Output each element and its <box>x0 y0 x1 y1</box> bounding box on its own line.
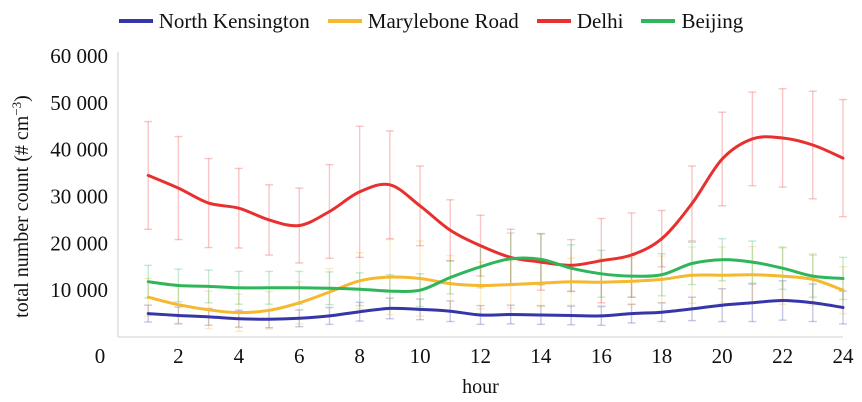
x-tick-label: 14 <box>530 344 552 368</box>
y-tick-label: 20 000 <box>50 231 108 255</box>
legend-item-beijing: Beijing <box>641 9 743 34</box>
x-tick-label: 18 <box>651 344 672 368</box>
legend-swatch <box>641 19 676 23</box>
beijing-line <box>146 256 845 294</box>
x-tick-label: 20 <box>712 344 733 368</box>
series-lines <box>146 135 845 321</box>
legend-item-north-kensington: North Kensington <box>118 8 310 34</box>
x-tick-label: 2 <box>173 344 184 368</box>
y-tick-label: 40 000 <box>50 138 108 162</box>
north-kensington-line <box>146 298 845 321</box>
error-bars <box>144 88 847 333</box>
y-tick-label: 10 000 <box>50 278 108 302</box>
y-axis-label-text: total number count (# cm <box>11 115 33 318</box>
legend-label: Beijing <box>681 8 744 33</box>
legend-label: Marylebone Road <box>367 8 519 33</box>
legend-swatch <box>536 19 571 23</box>
x-tick-label: 4 <box>234 344 245 368</box>
legend-item-marylebone-road: Marylebone Road <box>327 8 519 34</box>
x-tick-label: 0 <box>95 344 106 368</box>
x-tick-label: 24 <box>833 344 855 368</box>
x-axis-label: hour <box>462 376 499 398</box>
legend: North Kensington Marylebone Road Delhi Beij… <box>0 6 862 36</box>
x-tick-label: 16 <box>591 344 612 368</box>
x-tick-label: 8 <box>354 344 365 368</box>
y-tick-labels: 10 000 20 000 30 000 40 000 50 000 60 000 <box>50 44 108 302</box>
y-axis-label-exponent: −3 <box>9 102 24 116</box>
legend-item-delhi: Delhi <box>536 8 624 34</box>
delhi-line <box>146 135 845 267</box>
x-tick-label: 10 <box>410 344 431 368</box>
x-tick-label: 6 <box>294 344 305 368</box>
legend-swatch <box>327 19 362 23</box>
legend-swatch <box>118 19 153 23</box>
x-tick-label: 22 <box>772 344 793 368</box>
x-tick-label: 12 <box>470 344 491 368</box>
legend-label: Delhi <box>576 8 624 33</box>
marylebone-road-line <box>146 273 845 315</box>
y-axis-label: total number count (# cm−3) <box>9 95 34 318</box>
y-tick-label: 50 000 <box>50 91 108 115</box>
y-axis-label-close: ) <box>11 95 33 102</box>
y-tick-label: 30 000 <box>50 185 108 209</box>
legend-label: North Kensington <box>158 8 310 33</box>
x-tick-labels: 0 2 4 6 8 10 12 14 16 18 20 22 24 <box>95 344 854 368</box>
y-tick-label: 60 000 <box>50 44 108 68</box>
